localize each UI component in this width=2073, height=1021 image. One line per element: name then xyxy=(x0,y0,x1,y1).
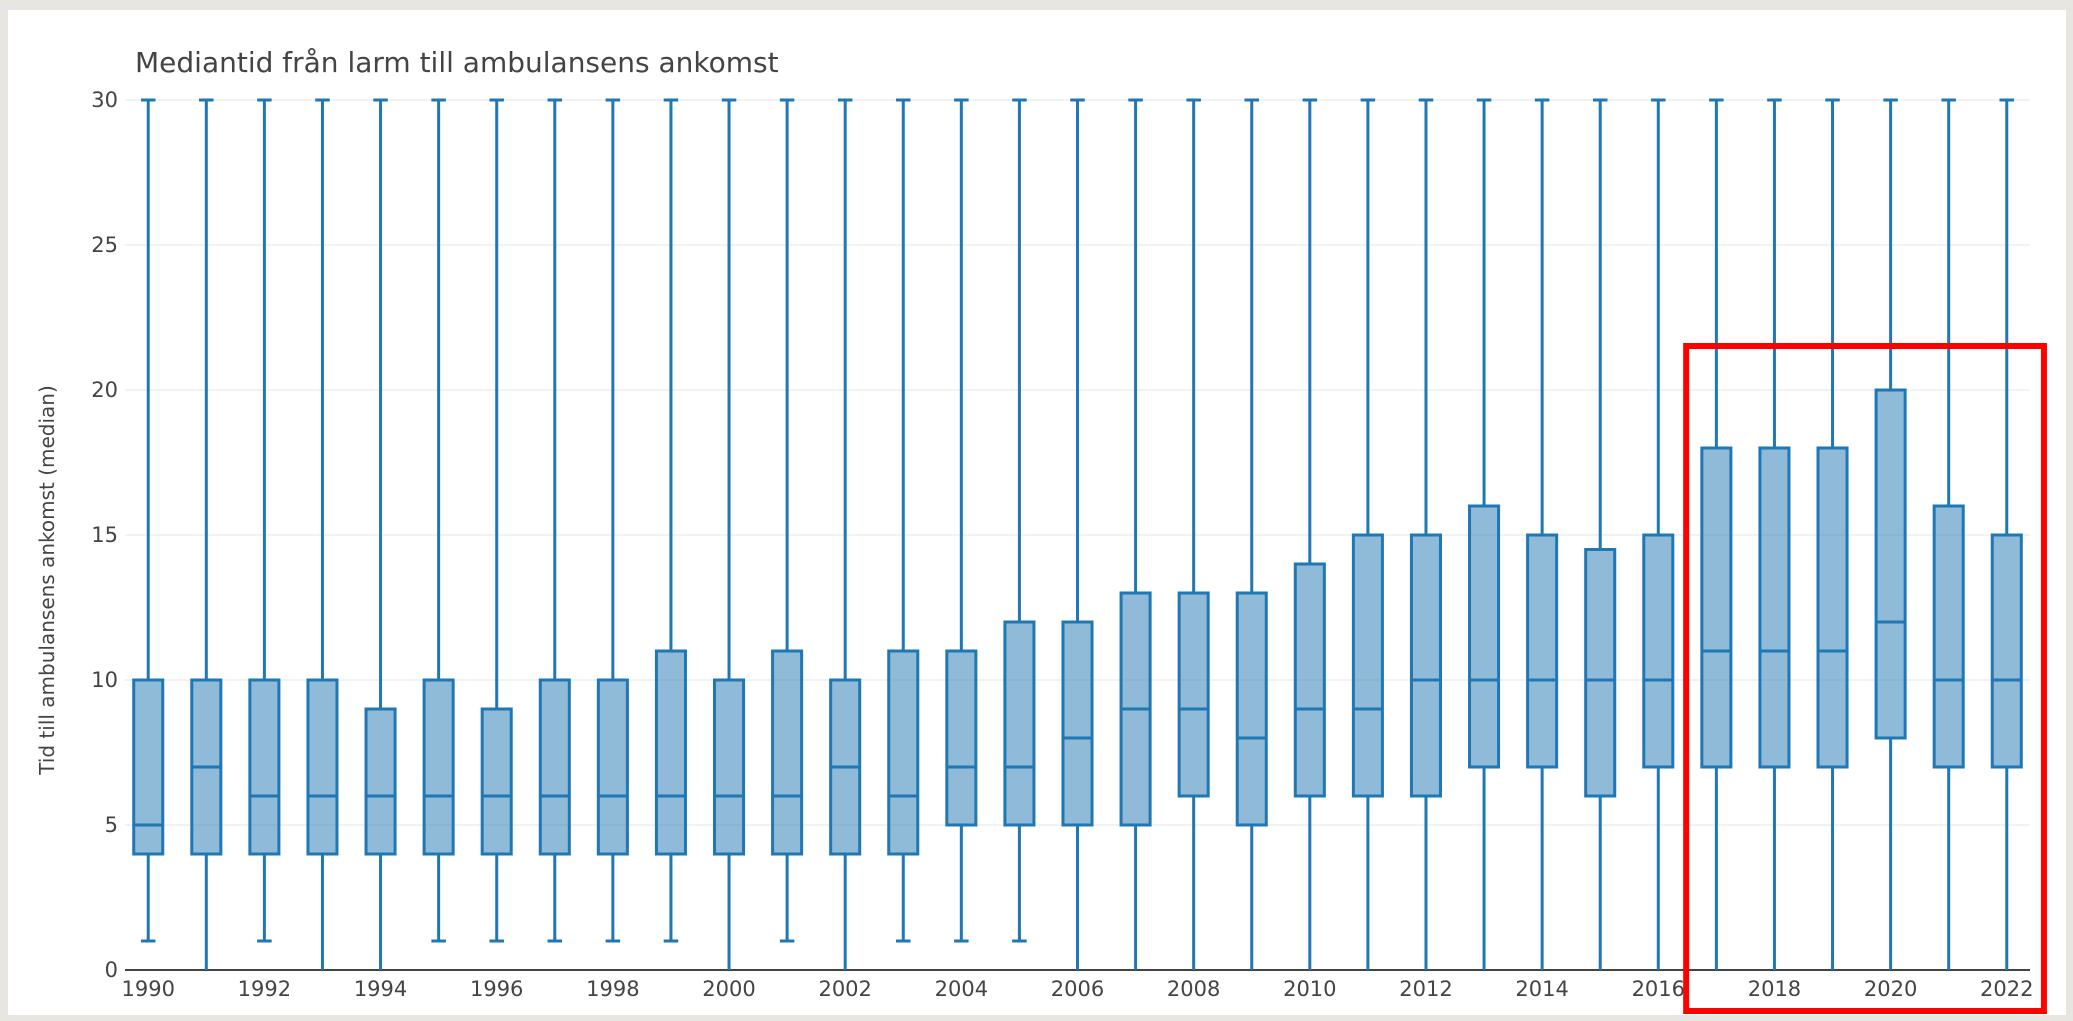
box-1998 xyxy=(596,98,629,943)
box-body-2000 xyxy=(713,678,746,856)
box-2022 xyxy=(1990,98,2023,970)
x-tick-label-2012: 2012 xyxy=(1399,977,1452,1001)
x-tick-label-2022: 2022 xyxy=(1980,977,2033,1001)
box-body-2014 xyxy=(1526,533,1559,769)
x-tick-label-2020: 2020 xyxy=(1864,977,1917,1001)
box-body-2021 xyxy=(1932,504,1965,769)
box-2021 xyxy=(1932,98,1965,970)
box-2019 xyxy=(1816,98,1849,970)
box-body-2001 xyxy=(771,649,804,856)
y-tick-label-0: 0 xyxy=(105,958,118,982)
box-body-2015 xyxy=(1584,548,1617,798)
box-1992 xyxy=(248,98,281,943)
y-axis-title: Tid till ambulansens ankomst (median) xyxy=(35,385,59,776)
x-tick-label-2002: 2002 xyxy=(818,977,871,1001)
y-tick-labels: 0 5 10 15 20 25 30 xyxy=(91,88,118,982)
box-body-1993 xyxy=(306,678,339,856)
box-body-1996 xyxy=(480,707,513,856)
x-tick-label-1994: 1994 xyxy=(354,977,407,1001)
box-body-2019 xyxy=(1816,446,1849,769)
box-body-2005 xyxy=(1003,620,1036,827)
y-tick-label-15: 15 xyxy=(91,523,118,547)
x-tick-label-1990: 1990 xyxy=(122,977,175,1001)
x-tick-label-2004: 2004 xyxy=(935,977,988,1001)
x-tick-label-2008: 2008 xyxy=(1167,977,1220,1001)
box-1996 xyxy=(480,98,513,943)
box-1993 xyxy=(306,98,339,970)
box-1991 xyxy=(190,98,223,970)
box-body-1998 xyxy=(596,678,629,856)
box-2013 xyxy=(1468,98,1501,970)
x-tick-label-2018: 2018 xyxy=(1748,977,1801,1001)
box-2006 xyxy=(1061,98,1094,970)
y-tick-label-10: 10 xyxy=(91,668,118,692)
box-body-2009 xyxy=(1235,591,1268,827)
box-2016 xyxy=(1642,98,1675,970)
box-body-2013 xyxy=(1468,504,1501,769)
highlight-rect xyxy=(1683,343,2047,1014)
box-2011 xyxy=(1351,98,1384,970)
box-1990 xyxy=(132,98,165,943)
box-2003 xyxy=(887,98,920,943)
box-body-1995 xyxy=(422,678,455,856)
box-2020 xyxy=(1874,98,1907,970)
box-body-2006 xyxy=(1061,620,1094,827)
box-body-1992 xyxy=(248,678,281,856)
box-2009 xyxy=(1235,98,1268,970)
box-2001 xyxy=(771,98,804,943)
box-body-2008 xyxy=(1177,591,1210,798)
box-2015 xyxy=(1584,98,1617,970)
box-2008 xyxy=(1177,98,1210,970)
x-tick-label-2016: 2016 xyxy=(1632,977,1685,1001)
box-body-2016 xyxy=(1642,533,1675,769)
y-tick-label-30: 30 xyxy=(91,88,118,112)
box-2004 xyxy=(945,98,978,943)
box-1997 xyxy=(538,98,571,943)
box-2002 xyxy=(829,98,862,970)
y-tick-label-5: 5 xyxy=(105,813,118,837)
y-tick-label-20: 20 xyxy=(91,378,118,402)
box-body-2003 xyxy=(887,649,920,856)
box-body-2022 xyxy=(1990,533,2023,769)
box-body-1999 xyxy=(654,649,687,856)
y-tick-label-25: 25 xyxy=(91,233,118,257)
box-body-2011 xyxy=(1351,533,1384,798)
x-tick-label-2000: 2000 xyxy=(702,977,755,1001)
box-2005 xyxy=(1003,98,1036,943)
box-2000 xyxy=(713,98,746,970)
box-body-2012 xyxy=(1409,533,1442,798)
box-body-2020 xyxy=(1874,388,1907,740)
box-body-2010 xyxy=(1293,562,1326,798)
box-1994 xyxy=(364,98,397,970)
box-2018 xyxy=(1758,98,1791,970)
x-tick-label-1996: 1996 xyxy=(470,977,523,1001)
box-body-2018 xyxy=(1758,446,1791,769)
box-body-2004 xyxy=(945,649,978,827)
x-tick-label-2014: 2014 xyxy=(1515,977,1568,1001)
boxes xyxy=(132,98,2023,970)
x-tick-label-1998: 1998 xyxy=(586,977,639,1001)
highlight-box xyxy=(1683,343,2047,1014)
x-tick-label-2010: 2010 xyxy=(1283,977,1336,1001)
chart-title: Mediantid från larm till ambulansens ank… xyxy=(135,46,779,79)
box-body-1994 xyxy=(364,707,397,856)
box-1999 xyxy=(654,98,687,943)
box-body-1997 xyxy=(538,678,571,856)
box-2017 xyxy=(1700,98,1733,970)
x-tick-label-1992: 1992 xyxy=(238,977,291,1001)
box-2007 xyxy=(1119,98,1152,970)
box-2012 xyxy=(1409,98,1442,970)
x-tick-labels: 1990 1992 1994 1996 1998 2000 2002 2004 2006 2008… xyxy=(122,977,2034,1001)
box-body-2017 xyxy=(1700,446,1733,769)
box-2010 xyxy=(1293,98,1326,970)
x-tick-label-2006: 2006 xyxy=(1051,977,1104,1001)
box-2014 xyxy=(1526,98,1559,970)
box-1995 xyxy=(422,98,455,943)
box-body-1990 xyxy=(132,678,165,856)
